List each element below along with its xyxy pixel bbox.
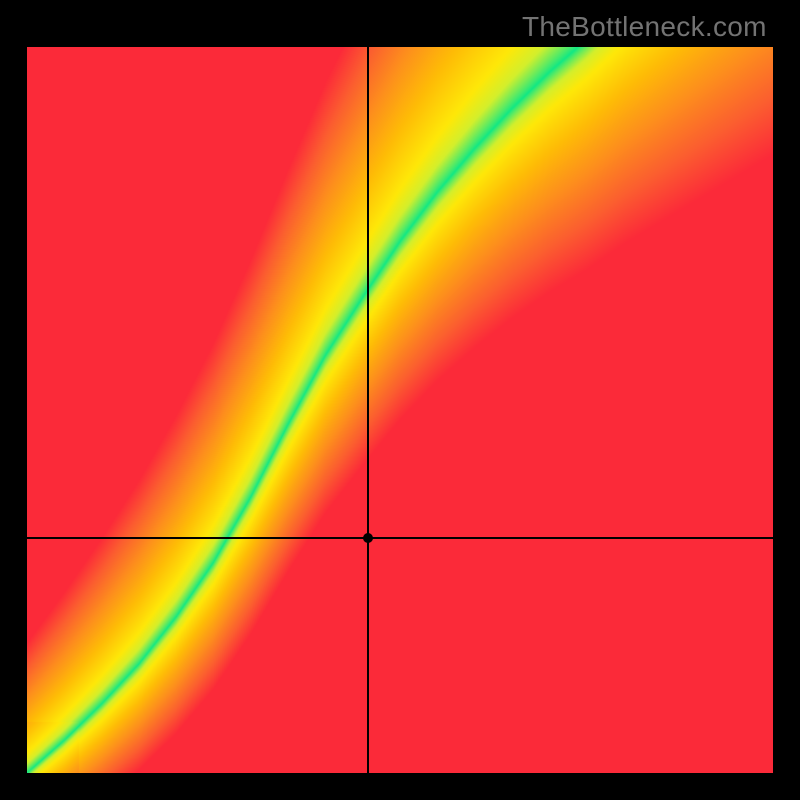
watermark-text: TheBottleneck.com [522,11,767,43]
crosshair-horizontal [27,537,773,539]
heatmap-plot [27,47,773,773]
crosshair-vertical [367,47,369,773]
heatmap-canvas [27,47,773,773]
crosshair-dot [363,533,373,543]
